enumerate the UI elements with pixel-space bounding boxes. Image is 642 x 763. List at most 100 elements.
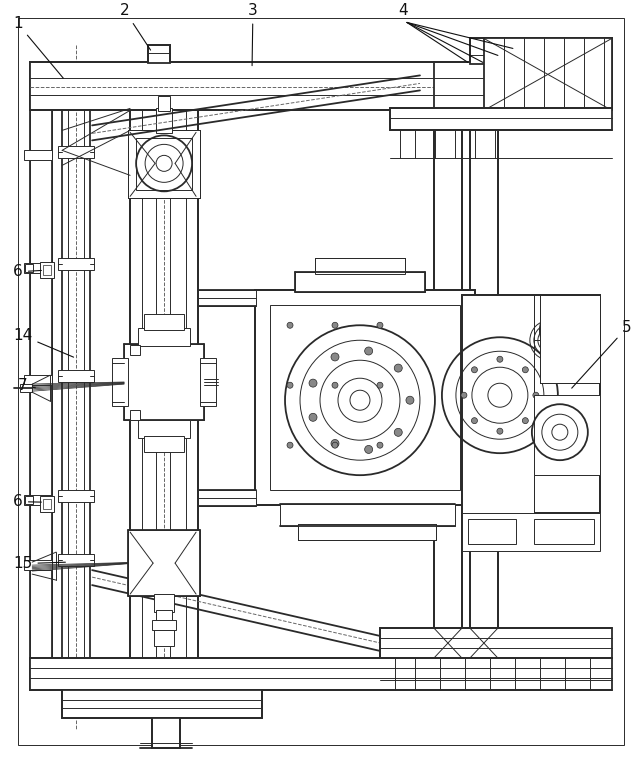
Circle shape — [523, 417, 528, 423]
Circle shape — [533, 392, 539, 398]
Circle shape — [331, 439, 339, 447]
Text: 4: 4 — [398, 4, 408, 18]
Circle shape — [471, 417, 478, 423]
Circle shape — [377, 382, 383, 388]
Bar — [43, 499, 51, 509]
Bar — [30, 63, 52, 690]
Bar — [540, 295, 600, 383]
Text: 14: 14 — [13, 328, 74, 357]
Bar — [315, 259, 405, 274]
Circle shape — [365, 446, 372, 453]
Text: 15: 15 — [13, 556, 65, 571]
Bar — [58, 259, 94, 270]
Bar — [40, 496, 54, 512]
Text: 6: 6 — [13, 494, 41, 509]
Bar — [58, 490, 94, 502]
Bar — [30, 63, 612, 111]
Bar — [62, 690, 262, 718]
Circle shape — [406, 396, 414, 404]
Circle shape — [471, 367, 478, 373]
Circle shape — [365, 347, 372, 355]
Bar — [295, 272, 425, 292]
Circle shape — [309, 379, 317, 387]
Bar — [24, 495, 52, 505]
Bar — [148, 46, 170, 63]
Bar — [468, 519, 516, 544]
Circle shape — [394, 428, 403, 436]
Circle shape — [497, 428, 503, 434]
Circle shape — [287, 382, 293, 388]
Bar — [434, 63, 612, 111]
Bar — [124, 344, 204, 420]
Circle shape — [523, 367, 528, 373]
Bar — [270, 305, 460, 490]
Bar — [20, 385, 32, 392]
Bar — [58, 146, 94, 159]
Bar — [24, 375, 52, 385]
Bar — [434, 111, 462, 658]
Bar — [24, 560, 52, 570]
Bar — [138, 328, 190, 346]
Circle shape — [377, 443, 383, 448]
Circle shape — [377, 322, 383, 328]
Bar — [58, 370, 94, 382]
Circle shape — [394, 364, 403, 372]
Bar — [158, 96, 170, 111]
Bar — [200, 359, 216, 406]
Bar — [462, 295, 600, 513]
Text: 7: 7 — [18, 378, 35, 393]
Bar — [43, 266, 51, 275]
Bar — [198, 290, 256, 306]
Bar — [130, 63, 198, 690]
Circle shape — [309, 414, 317, 421]
Text: 5: 5 — [572, 320, 632, 388]
Bar — [484, 38, 612, 111]
Circle shape — [461, 392, 467, 398]
Circle shape — [287, 443, 293, 448]
Text: 1: 1 — [13, 17, 64, 79]
Bar — [154, 630, 174, 646]
Bar — [198, 490, 256, 506]
Bar — [470, 38, 612, 64]
Bar — [40, 262, 54, 278]
Bar — [138, 420, 190, 438]
Bar — [24, 263, 52, 273]
Bar — [390, 108, 612, 130]
Bar — [30, 658, 612, 690]
Bar — [144, 314, 184, 330]
Circle shape — [332, 382, 338, 388]
Bar — [534, 519, 594, 544]
Bar — [298, 524, 436, 540]
Circle shape — [331, 353, 339, 361]
Text: 2: 2 — [120, 4, 151, 50]
Bar — [380, 628, 612, 658]
Bar — [470, 111, 498, 658]
Bar — [152, 620, 176, 630]
Bar — [128, 530, 200, 596]
Circle shape — [497, 356, 503, 362]
Bar — [462, 295, 534, 513]
Bar — [25, 496, 33, 504]
Bar — [156, 108, 172, 134]
Bar — [280, 504, 455, 526]
Bar — [24, 150, 52, 160]
Bar — [128, 130, 200, 198]
Bar — [152, 718, 180, 748]
Text: 3: 3 — [248, 4, 258, 66]
Text: 6: 6 — [13, 264, 41, 279]
Bar — [534, 395, 600, 475]
Bar — [130, 345, 140, 356]
Bar — [136, 138, 192, 190]
Bar — [156, 610, 172, 622]
Bar — [130, 410, 140, 420]
Bar — [58, 554, 94, 566]
Circle shape — [332, 322, 338, 328]
Circle shape — [287, 322, 293, 328]
Bar — [25, 264, 33, 272]
Bar — [462, 513, 600, 551]
Bar — [144, 436, 184, 452]
Bar — [255, 290, 475, 505]
Bar — [112, 359, 128, 406]
Bar — [154, 594, 174, 612]
Circle shape — [332, 443, 338, 448]
